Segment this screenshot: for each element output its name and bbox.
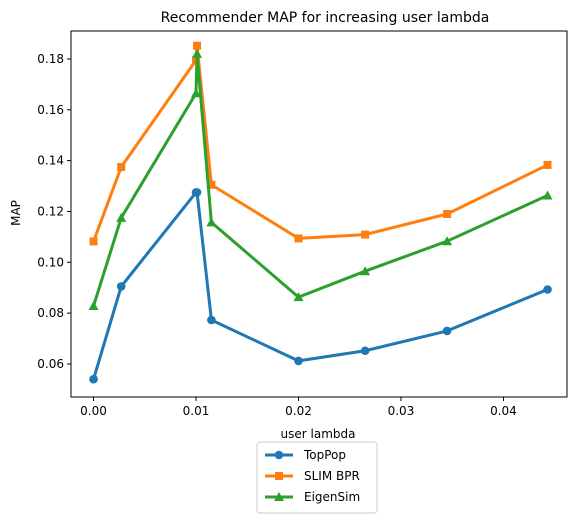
data-point-eigensim bbox=[191, 88, 202, 98]
data-point-eigensim bbox=[360, 266, 371, 276]
chart-title: Recommender MAP for increasing user lamb… bbox=[161, 10, 490, 26]
data-point-toppop bbox=[116, 282, 126, 291]
data-point-eigensim bbox=[116, 212, 127, 222]
data-point-slim-bpr bbox=[117, 162, 126, 171]
data-point-eigensim bbox=[206, 217, 217, 227]
y-tick-label: 0.18 bbox=[37, 52, 64, 66]
y-tick-label: 0.16 bbox=[37, 103, 64, 117]
x-tick-label: 0.00 bbox=[80, 404, 107, 418]
data-point-toppop bbox=[442, 326, 452, 336]
legend-marker-slim-bpr bbox=[275, 472, 283, 480]
data-point-slim-bpr bbox=[294, 234, 303, 243]
data-point-slim-bpr bbox=[361, 230, 370, 239]
data-point-eigensim bbox=[88, 301, 99, 311]
data-point-eigensim bbox=[442, 236, 453, 246]
plot-area: 0.00 0.01 0.02 0.03 0.04 0.06 0.08 0.10 0.12 0.14… bbox=[37, 30, 568, 418]
series-line-toppop bbox=[92, 190, 550, 381]
data-point-toppop bbox=[360, 346, 370, 356]
x-tick-label: 0.02 bbox=[285, 404, 312, 418]
data-point-slim-bpr bbox=[207, 180, 216, 189]
legend-marker-toppop bbox=[274, 450, 284, 460]
legend-box bbox=[256, 441, 378, 514]
y-tick-label: 0.12 bbox=[37, 204, 64, 218]
y-tick-label: 0.10 bbox=[37, 255, 64, 269]
data-point-eigensim bbox=[192, 48, 203, 58]
data-point-toppop bbox=[543, 285, 552, 294]
data-point-slim-bpr bbox=[543, 160, 552, 169]
data-point-toppop bbox=[192, 188, 202, 197]
data-point-eigensim bbox=[293, 292, 304, 302]
data-point-toppop bbox=[89, 374, 98, 384]
data-point-toppop bbox=[207, 315, 216, 325]
legend-marker-eigensim bbox=[274, 492, 284, 501]
legend-label-eigensim: EigenSim bbox=[304, 490, 360, 504]
data-point-toppop bbox=[294, 356, 303, 366]
x-axis-title: user lambda bbox=[281, 427, 356, 441]
x-tick-label: 0.04 bbox=[490, 404, 517, 418]
y-tick-label: 0.08 bbox=[37, 306, 64, 320]
x-tick-label: 0.03 bbox=[388, 404, 415, 418]
series-line-eigensim bbox=[92, 52, 550, 308]
series-line-slim-bpr bbox=[92, 44, 550, 243]
x-tick-label: 0.01 bbox=[183, 404, 210, 418]
y-tick-label: 0.06 bbox=[37, 357, 64, 371]
legend: TopPop SLIM BPR EigenSim bbox=[256, 441, 378, 514]
data-point-eigensim bbox=[542, 190, 553, 200]
legend-label-toppop: TopPop bbox=[303, 448, 346, 462]
data-point-slim-bpr bbox=[193, 41, 202, 50]
data-point-slim-bpr bbox=[89, 237, 98, 246]
data-point-slim-bpr bbox=[443, 210, 452, 218]
legend-label-slim-bpr: SLIM BPR bbox=[304, 469, 360, 483]
y-axis-title: MAP bbox=[9, 200, 23, 226]
axes-frame bbox=[70, 30, 568, 398]
y-tick-label: 0.14 bbox=[37, 154, 64, 168]
